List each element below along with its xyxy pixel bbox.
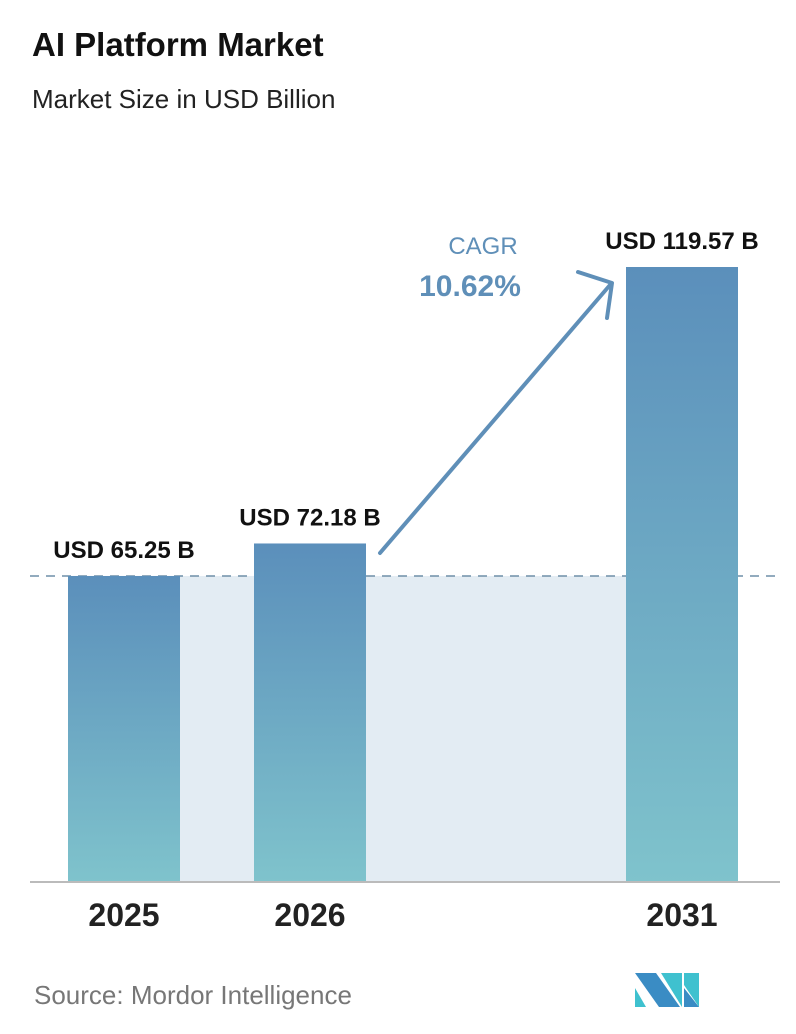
cagr-arrow-head-icon (576, 270, 614, 320)
data-label-2026: USD 72.18 B (239, 504, 380, 531)
x-tick-2026: 2026 (274, 897, 345, 933)
cagr-value: 10.62% (419, 270, 521, 303)
bar-2025 (68, 575, 180, 882)
data-label-2025: USD 65.25 B (53, 537, 194, 564)
cagr-label: CAGR (448, 233, 517, 260)
data-label-2031: USD 119.57 B (605, 228, 758, 255)
x-tick-2031: 2031 (646, 897, 717, 933)
cagr-arrow-line (378, 283, 612, 555)
bar-2026 (254, 543, 366, 882)
chart-subtitle: Market Size in USD Billion (32, 84, 336, 114)
chart-title: AI Platform Market (32, 26, 324, 63)
bar-2031 (626, 267, 738, 882)
x-tick-2025: 2025 (88, 897, 159, 933)
source-text: Source: Mordor Intelligence (34, 980, 352, 1010)
